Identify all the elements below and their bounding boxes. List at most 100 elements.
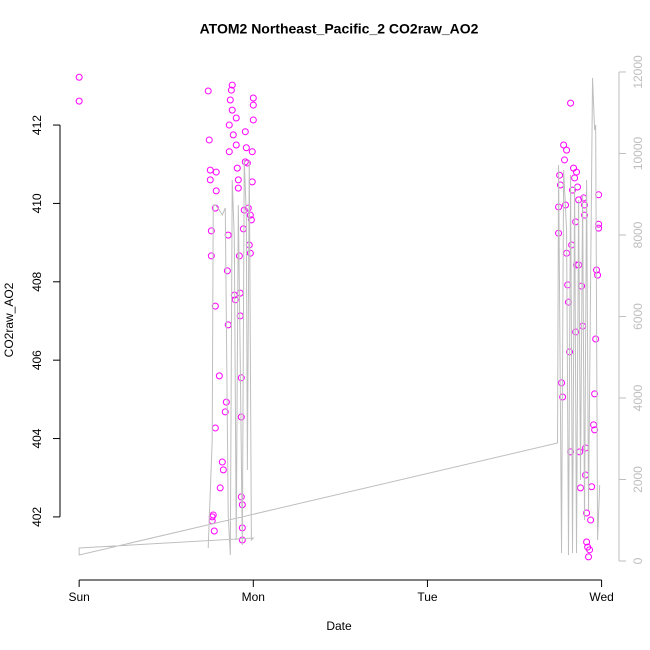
- line: [78, 77, 601, 556]
- point: [579, 322, 587, 330]
- point: [588, 483, 596, 491]
- point: [232, 114, 240, 122]
- point: [205, 136, 213, 144]
- point: [248, 148, 256, 156]
- point: [558, 379, 566, 387]
- point: [237, 374, 245, 382]
- point: [206, 176, 214, 184]
- point: [216, 484, 224, 492]
- point: [225, 148, 233, 156]
- point: [219, 466, 227, 474]
- point: [564, 281, 572, 289]
- point: [222, 398, 230, 406]
- point: [594, 271, 602, 279]
- point: [244, 204, 252, 212]
- y2-tick-label: 0: [631, 557, 645, 564]
- chart-title: ATOM2 Northeast_Pacific_2 CO2raw_AO2: [200, 21, 479, 37]
- point: [229, 131, 237, 139]
- y-tick-label: 406: [30, 350, 44, 370]
- point: [560, 141, 568, 149]
- point: [223, 267, 231, 275]
- point: [221, 408, 229, 416]
- y2-tick-label: 8000: [631, 221, 645, 248]
- y-tick-label: 410: [30, 193, 44, 213]
- point: [215, 372, 223, 380]
- point: [225, 121, 233, 129]
- point: [560, 156, 568, 164]
- point: [567, 99, 575, 107]
- point: [224, 231, 232, 239]
- point: [231, 296, 239, 304]
- point: [232, 141, 240, 149]
- point: [228, 81, 236, 89]
- point: [574, 183, 582, 191]
- point: [556, 171, 564, 179]
- point: [595, 224, 603, 232]
- y-axis-label: CO2raw_AO2: [2, 282, 16, 357]
- point: [568, 241, 576, 249]
- point: [592, 335, 600, 343]
- point: [247, 216, 255, 224]
- point: [581, 211, 589, 219]
- x-tick-label: Tue: [417, 590, 438, 604]
- x-tick-label: Sun: [68, 590, 89, 604]
- y-tick-label: 412: [30, 115, 44, 135]
- point: [582, 471, 590, 479]
- point: [204, 87, 212, 95]
- point: [249, 94, 257, 102]
- point: [239, 225, 247, 233]
- point: [569, 186, 577, 194]
- point: [210, 527, 218, 535]
- point: [241, 128, 249, 136]
- point: [228, 106, 236, 114]
- point: [75, 97, 83, 105]
- point: [233, 164, 241, 172]
- point: [242, 144, 250, 152]
- y2-tick-label: 4000: [631, 384, 645, 411]
- point: [206, 166, 214, 174]
- point: [248, 178, 256, 186]
- point: [212, 168, 220, 176]
- point: [573, 168, 581, 176]
- point: [246, 211, 254, 219]
- y2-tick-label: 6000: [631, 303, 645, 330]
- y-tick-label: 408: [30, 271, 44, 291]
- point: [564, 298, 572, 306]
- point: [249, 101, 257, 109]
- x-tick-label: Wed: [589, 590, 613, 604]
- y2-tick-label: 12000: [631, 55, 645, 89]
- point: [218, 458, 226, 466]
- point: [581, 201, 589, 209]
- point: [586, 546, 594, 554]
- point: [209, 511, 217, 519]
- point: [249, 116, 257, 124]
- point: [572, 218, 580, 226]
- y-tick-label: 402: [30, 507, 44, 527]
- y2-tick-label: 10000: [631, 136, 645, 170]
- point: [211, 424, 219, 432]
- point: [246, 249, 254, 257]
- point: [234, 184, 242, 192]
- y2-tick-label: 2000: [631, 466, 645, 493]
- point: [207, 227, 215, 235]
- point: [207, 252, 215, 260]
- point: [580, 194, 588, 202]
- point: [234, 176, 242, 184]
- point: [577, 484, 585, 492]
- point: [227, 86, 235, 94]
- point: [563, 146, 571, 154]
- point: [212, 187, 220, 195]
- point: [585, 553, 593, 561]
- point: [595, 191, 603, 199]
- point: [583, 538, 591, 546]
- point: [583, 509, 591, 517]
- y-tick-label: 404: [30, 428, 44, 448]
- point: [75, 73, 83, 81]
- point: [587, 516, 595, 524]
- point: [571, 174, 579, 182]
- point: [591, 426, 599, 434]
- point: [591, 390, 599, 398]
- x-tick-label: Mon: [242, 590, 265, 604]
